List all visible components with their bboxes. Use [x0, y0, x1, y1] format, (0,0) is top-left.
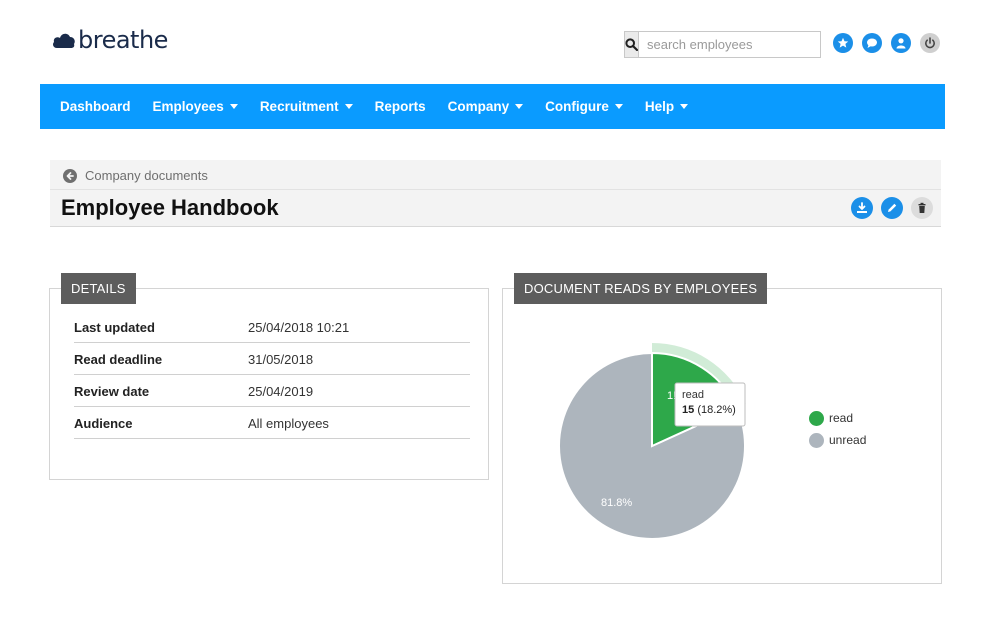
cloud-logo-icon	[53, 33, 75, 48]
main-nav: Dashboard Employees Recruitment Reports …	[40, 84, 945, 129]
caret-down-icon	[344, 104, 353, 109]
details-value: 25/04/2018 10:21	[248, 320, 350, 335]
details-row: Last updated 25/04/2018 10:21	[74, 311, 470, 343]
nav-help[interactable]: Help	[644, 99, 689, 114]
details-value: All employees	[248, 416, 329, 431]
page-header: Company documents Employee Handbook	[50, 160, 941, 227]
edit-icon	[888, 203, 897, 212]
nav-label: Employees	[152, 99, 224, 114]
profile-button[interactable]	[891, 33, 911, 53]
star-icon	[837, 37, 849, 48]
nav-label: Help	[644, 99, 675, 114]
chart-legend: read unread	[809, 407, 866, 451]
chat-icon	[867, 38, 877, 48]
download-icon	[857, 202, 867, 213]
nav-label: Dashboard	[60, 99, 131, 114]
header-icon-group	[833, 33, 940, 53]
brand-name: breathe	[78, 26, 168, 54]
details-label: Read deadline	[74, 352, 163, 367]
messages-button[interactable]	[862, 33, 882, 53]
unread-slice-label: 81.8%	[601, 497, 632, 509]
details-label: Last updated	[74, 320, 155, 335]
logout-button[interactable]	[920, 33, 940, 53]
reads-heading: DOCUMENT READS BY EMPLOYEES	[514, 273, 768, 304]
nav-label: Configure	[545, 99, 609, 114]
details-label: Review date	[74, 384, 150, 399]
document-reads-panel: DOCUMENT READS BY EMPLOYEES 1! 81.8% rea…	[502, 273, 942, 584]
legend-swatch	[809, 432, 824, 448]
caret-down-icon	[515, 104, 524, 109]
legend-item-read[interactable]: read	[809, 407, 866, 429]
delete-button[interactable]	[911, 197, 933, 219]
edit-button[interactable]	[881, 197, 903, 219]
nav-company[interactable]: Company	[448, 99, 524, 114]
details-value: 31/05/2018	[248, 352, 314, 367]
nav-dashboard[interactable]: Dashboard	[60, 99, 131, 114]
nav-configure[interactable]: Configure	[545, 99, 623, 114]
document-actions	[851, 197, 933, 219]
download-button[interactable]	[851, 197, 873, 219]
tooltip-count: 15	[682, 404, 694, 416]
breadcrumb-link[interactable]: Company documents	[85, 168, 208, 183]
nav-reports[interactable]: Reports	[375, 99, 426, 114]
search-icon	[625, 38, 638, 51]
tooltip-series: read	[682, 389, 704, 401]
details-heading: DETAILS	[61, 273, 136, 304]
tooltip-value: 15 (18.2%)	[682, 404, 736, 416]
caret-down-icon	[614, 104, 623, 109]
nav-label: Company	[447, 99, 510, 114]
chart-tooltip: read 15 (18.2%)	[674, 382, 746, 427]
page-title: Employee Handbook	[61, 195, 279, 220]
caret-down-icon	[229, 104, 238, 109]
details-row: Review date 25/04/2019	[74, 375, 470, 407]
trash-icon	[918, 202, 926, 213]
read-slice-label: 1!	[667, 390, 676, 402]
details-value: 25/04/2019	[248, 384, 314, 399]
details-row: Audience All employees	[74, 407, 470, 439]
details-label: Audience	[74, 416, 133, 431]
nav-recruitment[interactable]: Recruitment	[260, 99, 353, 114]
divider	[50, 189, 941, 190]
search-input[interactable]	[639, 32, 831, 57]
search-box	[624, 31, 831, 58]
user-icon	[896, 38, 906, 49]
tooltip-percent: (18.2%)	[697, 404, 736, 416]
breadcrumb[interactable]: Company documents	[63, 168, 208, 183]
details-panel: DETAILS Last updated 25/04/2018 10:21 Re…	[49, 273, 489, 480]
back-arrow-icon	[63, 168, 77, 183]
legend-item-unread[interactable]: unread	[809, 429, 866, 451]
nav-label: Reports	[374, 99, 426, 114]
caret-down-icon	[680, 104, 689, 109]
details-row: Read deadline 31/05/2018	[74, 343, 470, 375]
details-table: Last updated 25/04/2018 10:21 Read deadl…	[74, 311, 470, 439]
nav-employees[interactable]: Employees	[153, 99, 238, 114]
legend-label: unread	[829, 433, 867, 447]
favourites-button[interactable]	[833, 33, 853, 53]
pie-slice-unread[interactable]	[558, 351, 746, 540]
legend-label: read	[829, 411, 854, 425]
reads-pie-chart: 1! 81.8% read 15 (18.2%)	[558, 343, 746, 540]
breathe-logo[interactable]: breathe	[52, 26, 168, 54]
search-button[interactable]	[625, 32, 639, 57]
nav-label: Recruitment	[259, 99, 339, 114]
power-icon	[925, 37, 935, 49]
legend-swatch	[809, 410, 824, 426]
